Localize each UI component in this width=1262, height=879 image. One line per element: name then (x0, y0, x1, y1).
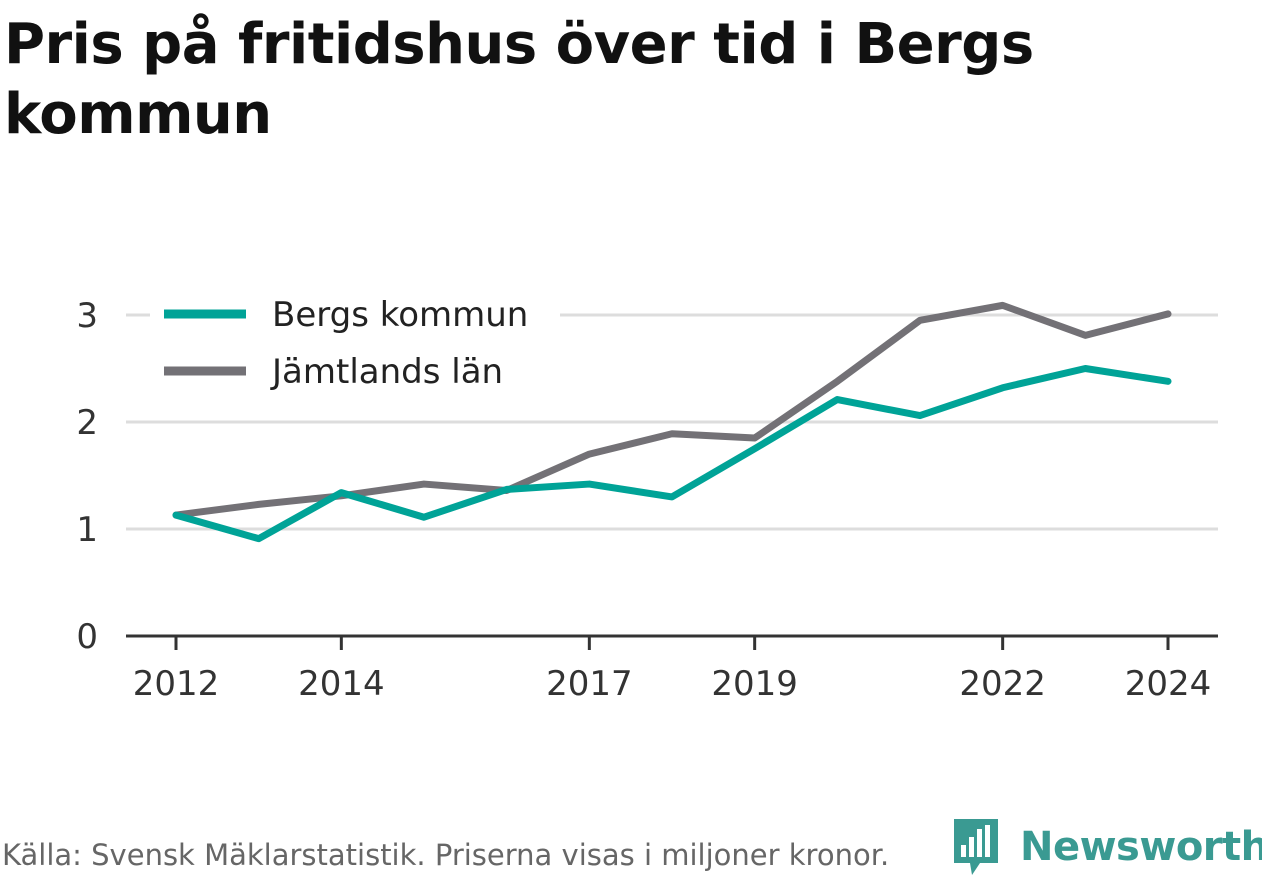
chart-title: Pris på fritidshus över tid i Bergs komm… (4, 12, 1034, 147)
y-tick-label: 2 (76, 403, 98, 443)
x-tick-label: 2024 (1125, 664, 1212, 704)
legend-label: Bergs kommun (272, 295, 528, 335)
brand-name: Newsworthy (1020, 824, 1262, 870)
x-tick-label: 2014 (298, 664, 385, 704)
x-axis-ticks: 2012 2014 2017 2019 2022 2024 (133, 636, 1212, 704)
x-tick-label: 2017 (546, 664, 633, 704)
legend-background (150, 290, 560, 400)
series-lines (172, 301, 1172, 543)
y-axis-ticks: 0 1 2 3 (76, 296, 98, 657)
legend-label: Jämtlands län (270, 352, 503, 392)
y-tick-label: 3 (76, 296, 98, 336)
y-tick-label: 0 (76, 617, 98, 657)
x-tick-label: 2019 (711, 664, 798, 704)
y-tick-label: 1 (76, 510, 98, 550)
x-tick-label: 2022 (959, 664, 1046, 704)
newsworthy-logo-icon (954, 819, 998, 875)
x-tick-label: 2012 (133, 664, 220, 704)
legend: Bergs kommun Jämtlands län (150, 290, 560, 400)
source-note: Källa: Svensk Mäklarstatistik. Priserna … (2, 838, 890, 872)
brand-logo: Newsworthy (950, 815, 1262, 879)
series-line-bergs-kommun (172, 365, 1172, 543)
